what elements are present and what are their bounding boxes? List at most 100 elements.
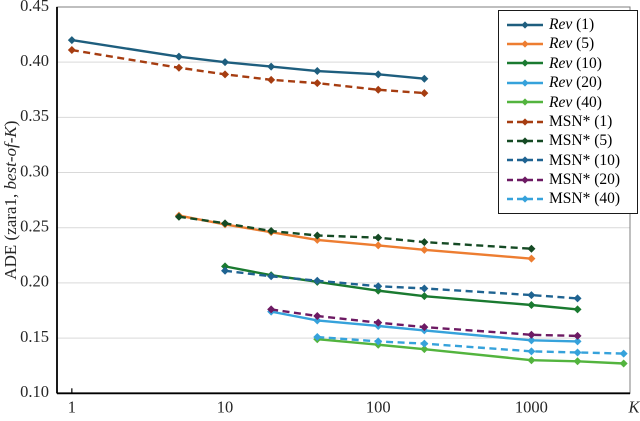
data-point-marker bbox=[374, 286, 383, 295]
data-point-marker bbox=[619, 349, 628, 358]
x-tick-label: 1000 bbox=[515, 397, 548, 416]
data-point-marker bbox=[221, 58, 230, 67]
data-point-marker bbox=[267, 272, 276, 281]
data-point-marker bbox=[573, 337, 582, 346]
legend: Rev (1) Rev (5) Rev (10) Rev (20) Rev (40) MS… bbox=[498, 10, 638, 214]
data-point-marker bbox=[267, 75, 276, 84]
x-tick-label: 10 bbox=[217, 397, 234, 416]
data-point-marker bbox=[527, 291, 536, 300]
data-point-marker bbox=[573, 305, 582, 314]
data-point-marker bbox=[267, 305, 276, 314]
data-point-marker bbox=[374, 241, 383, 250]
legend-item: MSN* (10) bbox=[506, 151, 632, 170]
series-msn-1- bbox=[67, 46, 429, 98]
y-tick-label: 0.15 bbox=[20, 327, 49, 346]
data-point-marker bbox=[527, 254, 536, 263]
data-point-marker bbox=[521, 79, 529, 87]
data-point-marker bbox=[573, 331, 582, 340]
data-point-marker bbox=[313, 276, 322, 285]
data-point-marker bbox=[67, 46, 76, 55]
legend-label: MSN* (10) bbox=[549, 151, 621, 169]
data-point-marker bbox=[420, 284, 429, 293]
data-point-marker bbox=[521, 21, 529, 29]
y-tick-label: 0.35 bbox=[20, 106, 49, 125]
data-point-marker bbox=[374, 318, 383, 327]
data-point-marker bbox=[221, 262, 230, 271]
y-tick-label: 0.10 bbox=[20, 382, 49, 401]
legend-item: MSN* (1) bbox=[506, 112, 632, 131]
data-point-marker bbox=[221, 266, 230, 275]
data-point-marker bbox=[420, 292, 429, 301]
data-point-marker bbox=[221, 219, 230, 228]
legend-item: MSN* (40) bbox=[506, 190, 632, 209]
series-msn-5- bbox=[174, 212, 536, 253]
legend-line-sample bbox=[507, 79, 543, 87]
legend-label: MSN* (1) bbox=[549, 112, 613, 130]
data-point-marker bbox=[313, 79, 322, 88]
legend-line-sample bbox=[507, 176, 543, 184]
data-point-marker bbox=[374, 85, 383, 94]
data-point-marker bbox=[521, 118, 529, 126]
data-point-marker bbox=[374, 337, 383, 346]
data-point-marker bbox=[313, 312, 322, 321]
data-point-marker bbox=[267, 62, 276, 71]
data-point-marker bbox=[521, 176, 529, 184]
legend-item: Rev (40) bbox=[506, 93, 632, 112]
series-line bbox=[270, 308, 578, 338]
y-axis-title: ADE (zara1, best-of-K) bbox=[1, 121, 20, 280]
data-point-marker bbox=[374, 282, 383, 291]
data-point-marker bbox=[374, 70, 383, 79]
data-point-marker bbox=[174, 212, 183, 221]
data-point-marker bbox=[313, 67, 322, 76]
legend-line-sample bbox=[507, 40, 543, 48]
data-point-marker bbox=[527, 330, 536, 339]
y-tick-label: 0.40 bbox=[20, 51, 49, 70]
legend-label: Rev (40) bbox=[549, 93, 602, 111]
data-point-marker bbox=[527, 347, 536, 356]
legend-line-sample bbox=[507, 118, 543, 126]
data-point-marker bbox=[420, 245, 429, 254]
legend-item: Rev (10) bbox=[506, 54, 632, 73]
data-point-marker bbox=[420, 89, 429, 98]
legend-line-sample bbox=[507, 156, 543, 165]
data-point-marker bbox=[573, 357, 582, 366]
legend-label: Rev (1) bbox=[549, 15, 595, 33]
data-point-marker bbox=[221, 70, 230, 79]
data-point-marker bbox=[521, 98, 529, 106]
x-tick-label: 100 bbox=[366, 397, 391, 416]
series-rev-40- bbox=[313, 335, 628, 368]
series-line bbox=[71, 38, 425, 80]
data-point-marker bbox=[521, 156, 529, 165]
x-tick-label: 1 bbox=[68, 397, 76, 416]
data-point-marker bbox=[267, 227, 276, 236]
series-line bbox=[317, 338, 624, 365]
y-tick-label: 0.25 bbox=[20, 217, 49, 236]
legend-line-sample bbox=[507, 137, 543, 145]
legend-label: MSN* (20) bbox=[549, 171, 621, 189]
data-point-marker bbox=[174, 63, 183, 72]
data-point-marker bbox=[313, 333, 322, 342]
series-rev-1- bbox=[67, 36, 429, 83]
data-point-marker bbox=[420, 339, 429, 348]
data-point-marker bbox=[313, 231, 322, 240]
data-point-marker bbox=[573, 294, 582, 303]
data-point-marker bbox=[573, 348, 582, 357]
data-point-marker bbox=[521, 59, 529, 68]
series-msn-40- bbox=[313, 333, 628, 358]
y-tick-label: 0.30 bbox=[20, 161, 49, 180]
legend-item: MSN* (20) bbox=[506, 170, 632, 189]
legend-label: Rev (10) bbox=[549, 54, 602, 72]
data-point-marker bbox=[527, 301, 536, 310]
legend-label: MSN* (5) bbox=[549, 132, 613, 150]
data-point-marker bbox=[521, 40, 529, 48]
data-point-marker bbox=[313, 235, 322, 244]
data-point-marker bbox=[420, 323, 429, 332]
series-line bbox=[317, 335, 624, 355]
data-point-marker bbox=[521, 195, 529, 203]
legend-line-sample bbox=[507, 98, 543, 106]
data-point-marker bbox=[313, 316, 322, 325]
series-msn-20- bbox=[267, 305, 582, 340]
series-msn-10- bbox=[221, 266, 582, 303]
